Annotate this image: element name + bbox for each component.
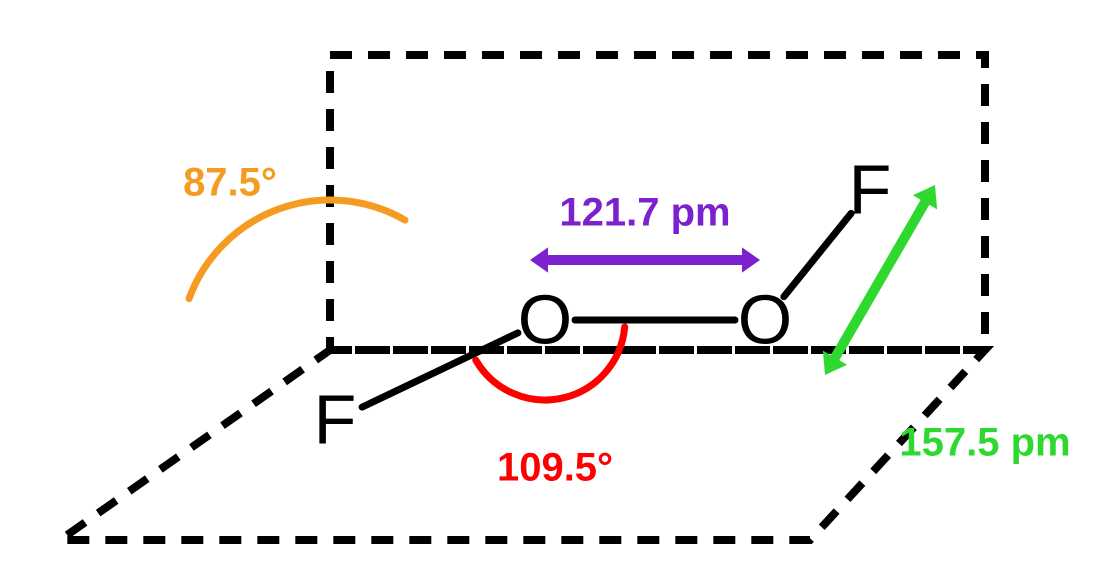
oo-length-arrow — [530, 247, 760, 272]
atom-O1: O — [518, 280, 572, 358]
bond-angle-label: 109.5° — [497, 446, 613, 490]
dihedral-arc — [189, 200, 405, 299]
atom-F1: F — [314, 380, 357, 458]
molecule-diagram: OOFF 87.5° 109.5° 121.7 pm 157.5 pm — [0, 0, 1100, 588]
bond — [784, 213, 851, 296]
of-bond-length-label: 157.5 pm — [899, 421, 1070, 465]
atom-O2: O — [738, 280, 792, 358]
atom-F2: F — [849, 150, 892, 228]
dihedral-angle-label: 87.5° — [183, 161, 277, 205]
bond — [362, 333, 518, 407]
oo-bond-length-label: 121.7 pm — [559, 191, 730, 235]
